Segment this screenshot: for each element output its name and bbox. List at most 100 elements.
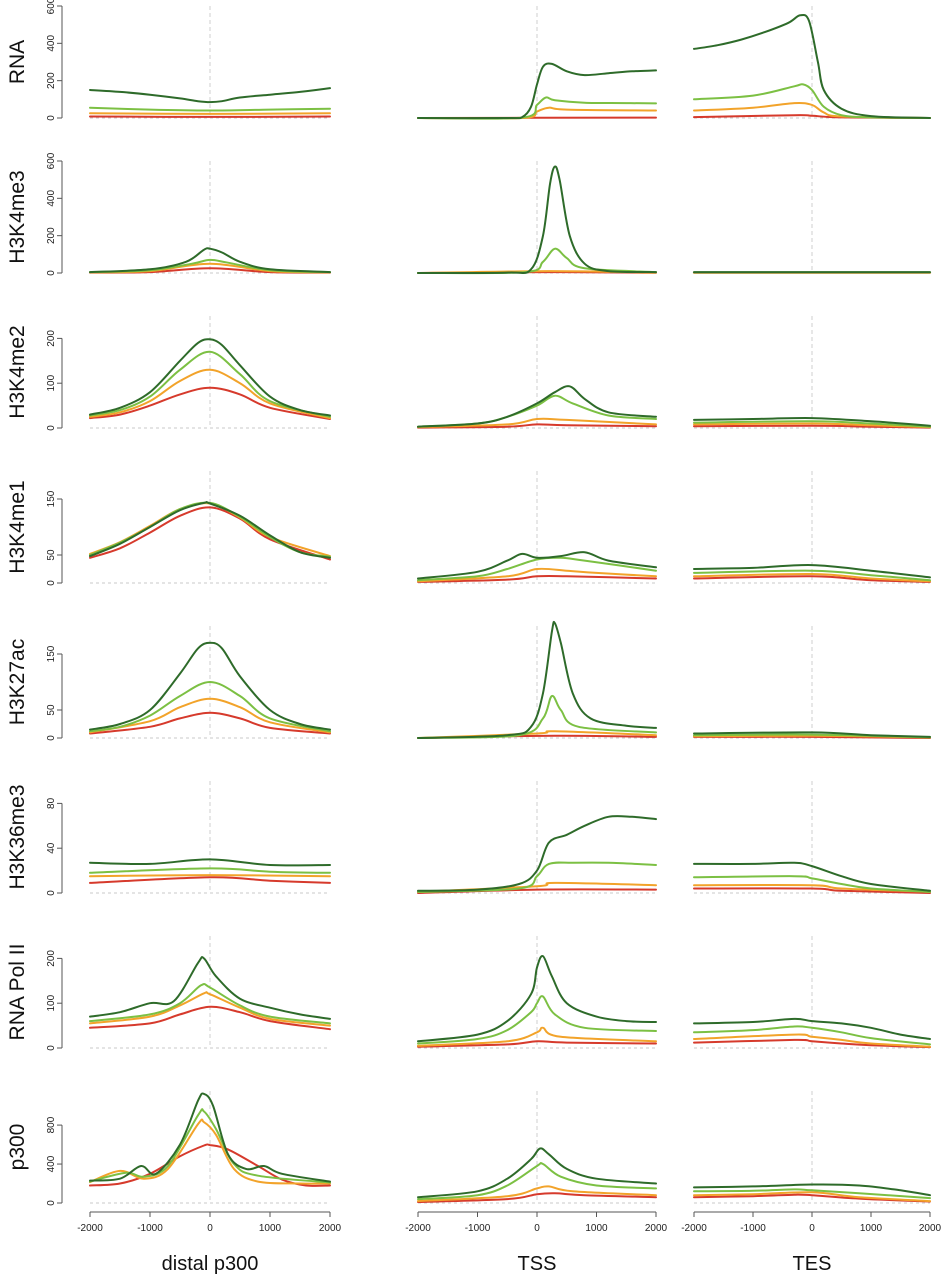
x-tick-label-tes: 2000 [919,1223,942,1234]
y-tick-label-h3k36me3: 80 [46,797,57,809]
curve-rna-pol-ii-distal-p300-orange [89,991,331,1027]
curve-h3k4me2-tes-orange [693,422,931,429]
row-label-h3k4me3: H3K4me3 [6,170,29,263]
curve-p300-distal-p300-orange [89,1118,331,1185]
ticks-layer: 0200400600020040060001002000501500501500… [46,0,942,1234]
curve-p300-tss-light-green [417,1161,657,1201]
curve-h3k4me3-tss-dark-green [417,165,657,275]
curve-p300-tes-orange [693,1191,931,1203]
y-tick-label-h3k4me2: 200 [46,330,57,347]
curve-h3k4me1-tes-orange [693,572,931,583]
row-label-rna-pol-ii: RNA Pol II [6,944,29,1041]
curve-h3k4me2-tes-dark-green [693,417,931,427]
curve-h3k36me3-distal-p300-dark-green [89,858,331,867]
curve-h3k27ac-distal-p300-red [89,711,331,735]
x-tick-label-distal-p300: -2000 [77,1223,103,1234]
row-label-h3k4me2: H3K4me2 [6,325,29,418]
row-label-rna: RNA [6,40,29,84]
curve-rna-distal-p300-orange [89,112,331,115]
curve-h3k36me3-tes-light-green [693,875,931,893]
y-tick-label-h3k4me3: 200 [46,227,57,244]
y-tick-label-h3k4me1: 150 [46,490,57,507]
y-tick-label-rna-pol-ii: 200 [46,950,57,967]
curve-h3k36me3-distal-p300-orange [89,874,331,878]
y-tick-label-rna: 200 [46,72,57,89]
row-label-p300: p300 [6,1124,29,1171]
curve-rna-pol-ii-tes-red [693,1038,931,1049]
curve-h3k4me1-distal-p300-red [89,506,331,561]
y-tick-label-rna: 0 [46,115,57,121]
column-label-tes: TES [793,1253,832,1275]
y-tick-label-h3k27ac: 150 [46,645,57,662]
curve-p300-tes-dark-green [693,1183,931,1197]
curve-h3k36me3-distal-p300-light-green [89,867,331,874]
y-tick-label-h3k4me1: 0 [46,580,57,586]
y-tick-label-p300: 0 [46,1200,57,1206]
curve-h3k27ac-distal-p300-light-green [89,681,331,733]
x-tick-label-tss: 0 [534,1223,540,1234]
labels-layer: RNA H3K4me3 H3K4me2 H3K4me1 H3K27ac H3K36me3 R… [6,40,831,1275]
y-tick-label-rna: 600 [46,0,57,14]
curve-h3k36me3-tes-dark-green [693,861,931,892]
y-tick-label-h3k27ac: 0 [46,735,57,741]
y-tick-label-rna-pol-ii: 100 [46,994,57,1011]
curve-rna-pol-ii-tes-light-green [693,1025,931,1046]
x-tick-label-tss: 2000 [645,1223,668,1234]
curve-rna-pol-ii-tes-dark-green [693,1017,931,1040]
curve-h3k4me3-distal-p300-dark-green [89,247,331,274]
curve-h3k4me1-tss-orange [417,567,657,583]
row-label-h3k4me1: H3K4me1 [6,480,29,573]
curve-h3k27ac-tss-light-green [417,694,657,739]
x-tick-label-distal-p300: 0 [207,1223,213,1234]
y-tick-label-rna: 400 [46,35,57,52]
curve-h3k4me2-tss-orange [417,417,657,429]
column-label-distal-p300: distal p300 [162,1253,259,1275]
curve-p300-tss-orange [417,1185,657,1203]
curve-h3k4me2-tss-dark-green [417,385,657,428]
curve-rna-pol-ii-distal-p300-dark-green [89,955,331,1020]
curve-rna-pol-ii-tss-red [417,1040,657,1048]
curve-h3k4me2-distal-p300-red [89,386,331,420]
curve-h3k27ac-distal-p300-orange [89,697,331,734]
curve-rna-pol-ii-tss-dark-green [417,954,657,1043]
curve-h3k4me1-tss-light-green [417,556,657,582]
curve-rna-pol-ii-tes-orange [693,1033,931,1048]
curve-h3k4me2-distal-p300-dark-green [89,338,331,417]
x-tick-label-tes: -2000 [681,1223,707,1234]
y-tick-label-h3k4me3: 400 [46,190,57,207]
curve-h3k27ac-tss-dark-green [417,620,657,739]
curve-p300-tes-red [693,1193,931,1203]
x-tick-label-tes: 1000 [860,1223,883,1234]
y-tick-label-h3k36me3: 0 [46,890,57,896]
y-tick-label-p300: 800 [46,1116,57,1133]
curve-h3k27ac-distal-p300-dark-green [89,641,331,731]
curve-h3k4me1-tes-light-green [693,569,931,582]
x-tick-label-tss: -1000 [465,1223,491,1234]
y-tick-label-h3k4me1: 50 [46,549,57,561]
y-tick-label-h3k36me3: 40 [46,842,57,854]
y-tick-label-p300: 400 [46,1155,57,1172]
curve-h3k36me3-tss-light-green [417,861,657,893]
curve-rna-tss-dark-green [417,62,657,120]
x-tick-label-tss: -2000 [405,1223,431,1234]
curve-p300-distal-p300-light-green [89,1108,331,1184]
curve-h3k4me2-distal-p300-orange [89,368,331,420]
x-tick-label-distal-p300: 2000 [319,1223,342,1234]
curve-h3k4me1-tes-red [693,575,931,583]
curve-h3k4me1-tss-red [417,574,657,583]
x-tick-label-distal-p300: 1000 [259,1223,282,1234]
curve-h3k36me3-distal-p300-red [89,876,331,884]
y-tick-label-rna-pol-ii: 0 [46,1045,57,1051]
column-label-tss: TSS [518,1253,557,1275]
curve-h3k36me3-tes-red [693,887,931,894]
curve-rna-distal-p300-light-green [89,106,331,112]
curve-rna-distal-p300-dark-green [89,87,331,104]
curve-rna-pol-ii-distal-p300-light-green [89,982,331,1025]
curve-rna-pol-ii-tss-light-green [417,995,657,1045]
x-tick-label-tes: 0 [809,1223,815,1234]
row-label-h3k27ac: H3K27ac [6,639,29,725]
curve-p300-distal-p300-dark-green [89,1092,331,1183]
curve-h3k4me1-tss-dark-green [417,551,657,580]
curve-p300-tes-light-green [693,1188,931,1200]
y-tick-label-h3k27ac: 50 [46,704,57,716]
